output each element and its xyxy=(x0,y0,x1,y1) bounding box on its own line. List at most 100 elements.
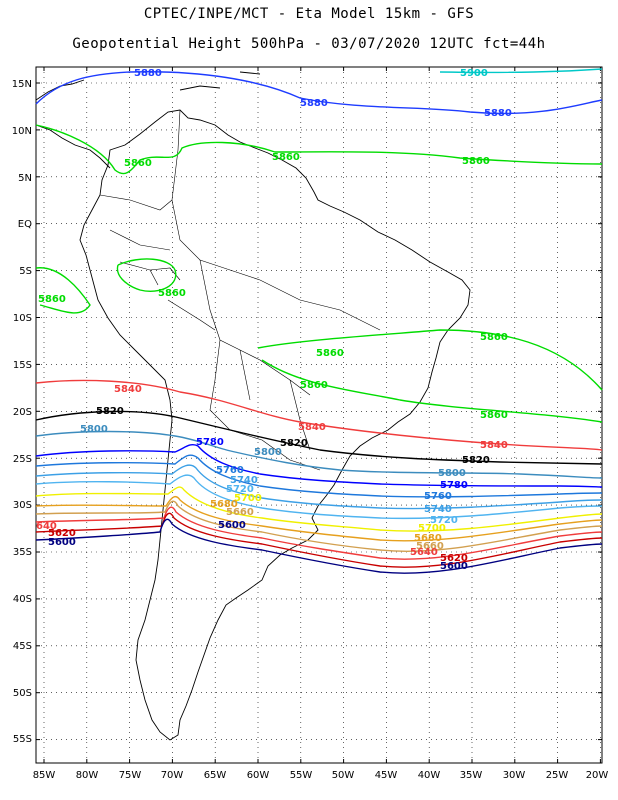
lon-label: 50W xyxy=(332,770,355,781)
contour-label-5880: 5880 xyxy=(484,108,512,119)
caribbean-islands xyxy=(179,71,261,91)
contour-label-5860: 5860 xyxy=(480,332,508,343)
contour-5860-amazon xyxy=(116,258,177,292)
contour-label-5740: 5740 xyxy=(230,475,258,486)
contour-label-5680: 5680 xyxy=(414,533,442,544)
lat-label: 30S xyxy=(13,500,32,511)
contour-label-5640: 640 xyxy=(36,521,57,532)
contour-5860-west xyxy=(35,267,91,314)
lat-label: 20S xyxy=(13,407,32,418)
lat-label: 15S xyxy=(13,360,32,371)
latitude-axis: 15N 10N 5N EQ 5S 10S 15S 20S 25S 30S 35S… xyxy=(12,79,32,745)
contour-5600 xyxy=(35,518,603,574)
contour-label-5660: 5660 xyxy=(226,507,254,518)
contour-5820 xyxy=(35,410,603,465)
contour-label-5860: 5860 xyxy=(158,288,186,299)
central-america-coast xyxy=(35,124,111,169)
contour-5640 xyxy=(35,506,603,560)
lat-label: 10S xyxy=(13,313,32,324)
lat-label: 15N xyxy=(12,79,32,90)
lon-label: 35W xyxy=(460,770,483,781)
contour-label-5860: 5860 xyxy=(124,158,152,169)
contour-5680 xyxy=(35,495,603,542)
contour-5620 xyxy=(35,512,603,568)
lon-label: 25W xyxy=(546,770,569,781)
lat-label: 5N xyxy=(18,173,32,184)
contour-label-5860: 5860 xyxy=(480,410,508,421)
lat-label: 10N xyxy=(12,126,32,137)
lon-label: 55W xyxy=(290,770,313,781)
map-frame xyxy=(35,66,603,764)
contour-label-5860: 5860 xyxy=(300,380,328,391)
contour-5860-north xyxy=(35,124,603,175)
axis-ticks xyxy=(36,67,602,763)
contour-label-5800: 5800 xyxy=(438,468,466,479)
contour-label-5740: 5740 xyxy=(424,504,452,515)
lat-label: 50S xyxy=(13,688,32,699)
lon-label: 30W xyxy=(503,770,526,781)
lat-label: 55S xyxy=(13,734,32,745)
contour-label-5840: 5840 xyxy=(480,440,508,451)
contour-label-5720: 5720 xyxy=(430,515,458,526)
contour-label-5820: 5820 xyxy=(462,455,490,466)
contour-label-5800: 5800 xyxy=(254,447,282,458)
contour-label-5680: 5680 xyxy=(210,499,238,510)
chart-title-line-1: CPTEC/INPE/MCT - Eta Model 15km - GFS xyxy=(143,6,475,22)
contour-label-5660: 5660 xyxy=(416,541,444,552)
contour-5760 xyxy=(35,454,603,498)
contour-5740 xyxy=(35,464,603,510)
chart-title-line-2: Geopotential Height 500hPa - 03/07/2020 … xyxy=(72,36,546,52)
lon-label: 85W xyxy=(33,770,56,781)
contour-label-5860: 5860 xyxy=(38,294,66,305)
contour-5720 xyxy=(35,474,603,520)
contour-label-5860: 5860 xyxy=(272,152,300,163)
contour-label-5760: 5760 xyxy=(216,465,244,476)
longitude-axis: 85W 80W 75W 70W 65W 60W 55W 50W 45W 40W … xyxy=(33,770,609,781)
contour-label-5900: 5900 xyxy=(460,68,488,79)
river-systems xyxy=(119,261,181,286)
lon-label: 70W xyxy=(161,770,184,781)
lat-label: 5S xyxy=(19,266,32,277)
lat-label: EQ xyxy=(18,219,32,230)
contour-label-5640: 5640 xyxy=(410,547,438,558)
contour-label-5720: 5720 xyxy=(226,484,254,495)
contour-5880-north xyxy=(35,71,603,115)
contour-label-5620: 5620 xyxy=(440,553,468,564)
contour-label-5700: 5700 xyxy=(418,523,446,534)
contour-label-5880: 5880 xyxy=(134,68,162,79)
lon-label: 65W xyxy=(204,770,227,781)
contour-5800 xyxy=(35,430,603,479)
lat-label: 45S xyxy=(13,641,32,652)
contour-label-5600: 5600 xyxy=(440,561,468,572)
contour-5660 xyxy=(35,500,603,553)
country-borders xyxy=(99,109,381,471)
lat-label: 40S xyxy=(13,594,32,605)
contour-5860-south xyxy=(261,359,603,423)
contour-label-5600: 5600 xyxy=(218,520,246,531)
contour-label-5880: 5880 xyxy=(300,98,328,109)
contour-5700 xyxy=(35,486,603,532)
contour-label-5840: 5840 xyxy=(114,384,142,395)
contour-label-5820: 5820 xyxy=(280,438,308,449)
contour-label-5780: 5780 xyxy=(196,437,224,448)
lon-label: 20W xyxy=(586,770,609,781)
contour-label-5700: 5700 xyxy=(234,493,262,504)
contour-label-5780: 5780 xyxy=(440,480,468,491)
contour-label-5840: 5840 xyxy=(298,422,326,433)
contour-label-5600: 5600 xyxy=(48,537,76,548)
contour-5860-brazil xyxy=(257,329,603,391)
contour-5900 xyxy=(439,68,603,74)
contour-label-5860: 5860 xyxy=(462,156,490,167)
lat-label: 35S xyxy=(13,547,32,558)
contour-lines xyxy=(35,68,603,574)
graticule xyxy=(36,67,602,763)
lon-label: 60W xyxy=(247,770,270,781)
contour-label-5620: 5620 xyxy=(48,528,76,539)
lon-label: 75W xyxy=(119,770,142,781)
contour-label-5860: 5860 xyxy=(316,348,344,359)
lon-label: 40W xyxy=(418,770,441,781)
contour-labels: 5900 5880 5880 5880 5860 5860 5860 5860 … xyxy=(36,68,512,572)
contour-5840 xyxy=(35,379,603,451)
south-america-coastline xyxy=(79,109,471,741)
contour-5780 xyxy=(35,443,603,488)
